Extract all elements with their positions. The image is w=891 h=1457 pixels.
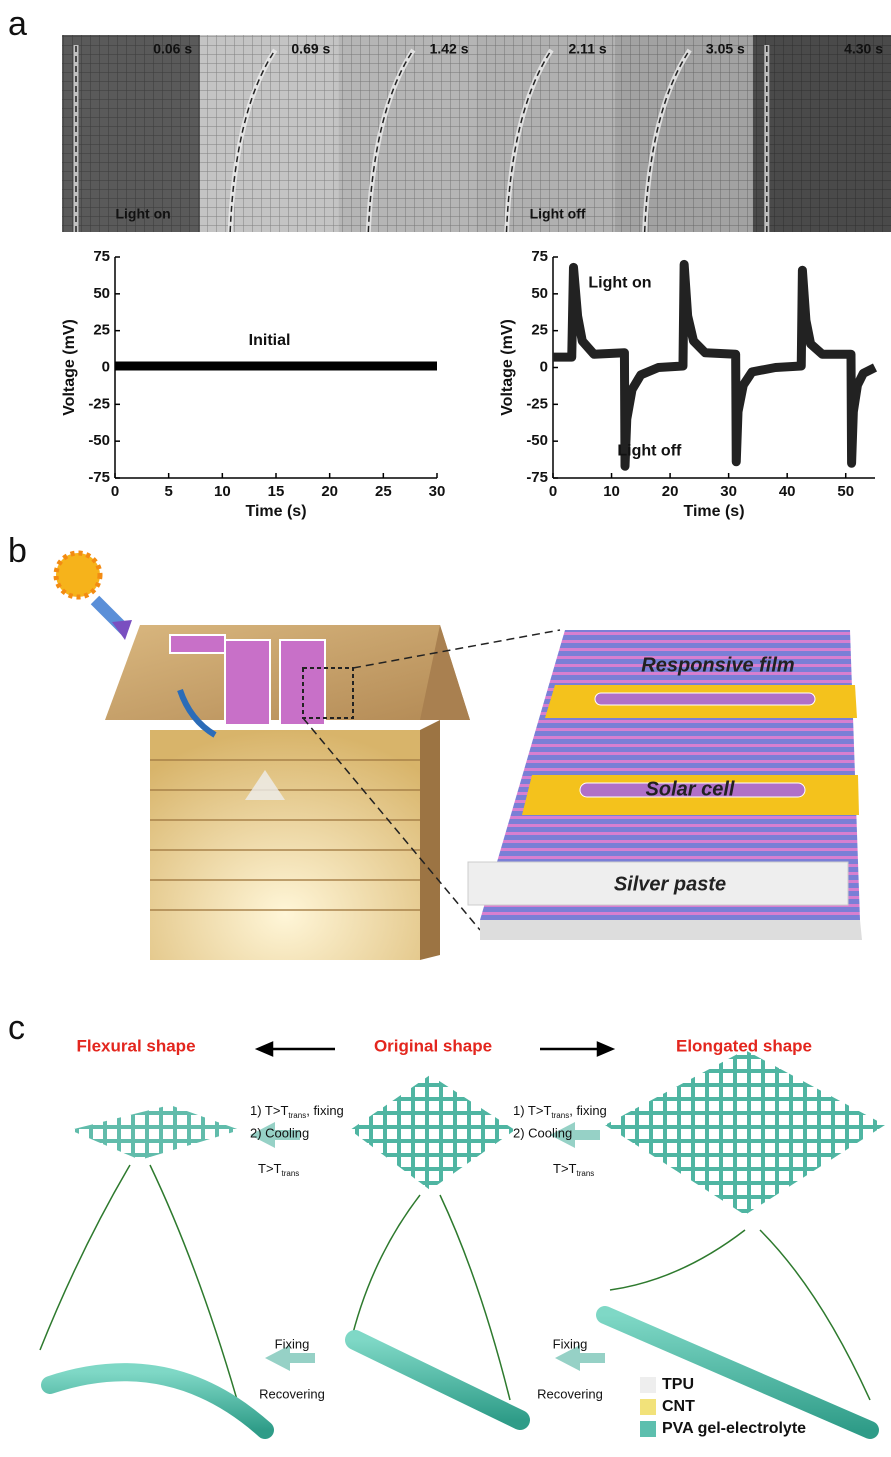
frame-time: 0.06 s [153, 41, 192, 57]
y-tick-label: -75 [526, 469, 548, 486]
frame-caption: Light off [530, 206, 586, 222]
subscript: trans [551, 1111, 569, 1120]
y-tick-label: -25 [88, 395, 110, 412]
panel-label: b [8, 532, 27, 570]
film-label: Solar cell [646, 778, 735, 800]
transition-label: 2) Cooling [513, 1125, 572, 1140]
photo-grid [752, 35, 891, 232]
transition-label: 1) T>Ttrans, fixing [513, 1103, 607, 1120]
x-tick-label: 25 [375, 483, 392, 500]
transition-label: T>Ttrans [553, 1161, 594, 1178]
frame-time: 2.11 s [569, 41, 607, 57]
text-part: 1) T>T [513, 1103, 551, 1118]
dashed-guide [229, 49, 276, 233]
frame-caption: Light on [115, 206, 170, 222]
y-tick-label: -50 [88, 432, 110, 449]
arrows [254, 1041, 616, 1057]
transition-label: T>Ttrans [258, 1161, 299, 1178]
legend-swatch [640, 1377, 656, 1393]
frame-time: 4.30 s [844, 41, 883, 57]
photo-grid [614, 35, 753, 232]
x-tick-label: 20 [662, 483, 679, 500]
y-tick-label: 75 [93, 248, 110, 265]
annotation: Initial [249, 332, 291, 349]
y-axis-title: Voltage (mV) [499, 319, 516, 416]
panel-label: c [8, 1009, 25, 1047]
frame-time: 3.05 s [706, 41, 745, 57]
x-tick-label: 0 [111, 483, 119, 500]
transition-label: 2) Cooling [250, 1125, 309, 1140]
text-part: , fixing [569, 1103, 607, 1118]
film-label: Silver paste [614, 873, 726, 895]
y-tick-label: -25 [526, 395, 548, 412]
photo-grid [338, 35, 477, 232]
shape-title: Flexural shape [76, 1036, 195, 1055]
y-tick-label: 0 [102, 358, 110, 375]
y-tick-label: 25 [93, 322, 110, 339]
film-label: Responsive film [641, 654, 794, 676]
frame-time: 0.69 s [291, 41, 330, 57]
x-tick-label: 30 [720, 483, 737, 500]
text-part: , fixing [306, 1103, 344, 1118]
annotation: Light on [588, 275, 651, 292]
mesh-illustrations [39, 1050, 885, 1439]
photo-grid [200, 35, 339, 232]
legend-label: CNT [662, 1398, 695, 1415]
signal-line [553, 259, 878, 471]
y-tick-label: -50 [526, 432, 548, 449]
y-axis-title: Voltage (mV) [61, 319, 78, 416]
charts: -75 -50 -25 0 25 50 75 0 5 10 15 20 25 30 Time (s) Volt… [61, 248, 878, 520]
y-tick-label: 75 [531, 248, 548, 265]
x-tick-label: 20 [321, 483, 338, 500]
photo-grid [62, 35, 201, 232]
transition-label: Fixing [553, 1336, 588, 1351]
y-tick-label: 50 [93, 285, 110, 302]
subscript: trans [281, 1169, 299, 1178]
dashed-guide [505, 49, 553, 233]
shape-title: Elongated shape [676, 1036, 812, 1055]
subscript: trans [288, 1111, 306, 1120]
shape-title: Original shape [374, 1036, 492, 1055]
transition-label: Recovering [537, 1386, 603, 1401]
transition-label: 1) T>Ttrans, fixing [250, 1103, 344, 1120]
film-illustration [467, 630, 862, 940]
panel-label: a [8, 5, 27, 43]
transition-label: Fixing [275, 1336, 310, 1351]
dashed-guide [367, 49, 414, 233]
x-axis-title: Time (s) [245, 503, 306, 520]
text-part: T>T [553, 1161, 577, 1176]
photo-grid [476, 35, 615, 232]
x-tick-label: 50 [837, 483, 854, 500]
x-tick-label: 10 [214, 483, 231, 500]
legend-swatch [640, 1421, 656, 1437]
photo-strip: 0.06 s Light on 0.69 s 1.42 s 2.11 s Light of… [62, 35, 891, 233]
x-axis-title: Time (s) [683, 503, 744, 520]
house-illustration [53, 550, 561, 960]
subscript: trans [576, 1169, 594, 1178]
text-part: 1) T>T [250, 1103, 288, 1118]
legend-swatch [640, 1399, 656, 1415]
dashed-guide [643, 49, 691, 233]
x-tick-label: 0 [549, 483, 557, 500]
y-tick-label: 0 [540, 358, 548, 375]
text-part: T>T [258, 1161, 282, 1176]
legend-label: TPU [662, 1376, 694, 1393]
x-tick-label: 30 [429, 483, 446, 500]
y-tick-label: 50 [531, 285, 548, 302]
x-tick-label: 5 [164, 483, 172, 500]
annotation: Light off [617, 443, 682, 460]
frame-time: 1.42 s [430, 41, 469, 57]
y-tick-label: 25 [531, 322, 548, 339]
x-tick-label: 15 [268, 483, 285, 500]
y-tick-label: -75 [88, 469, 110, 486]
transition-label: Recovering [259, 1386, 325, 1401]
x-tick-label: 40 [779, 483, 796, 500]
x-tick-label: 10 [603, 483, 620, 500]
legend-label: PVA gel-electrolyte [662, 1420, 806, 1437]
